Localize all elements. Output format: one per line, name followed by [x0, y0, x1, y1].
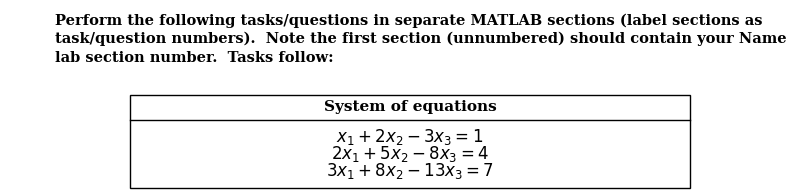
- Text: $x_1 + 2x_2 - 3x_3 = 1$: $x_1 + 2x_2 - 3x_3 = 1$: [337, 127, 483, 147]
- Text: Perform the following tasks/questions in separate MATLAB sections (label section: Perform the following tasks/questions in…: [55, 14, 762, 28]
- Text: System of equations: System of equations: [324, 101, 496, 114]
- Text: lab section number.  Tasks follow:: lab section number. Tasks follow:: [55, 51, 333, 65]
- Text: task/question numbers).  Note the first section (unnumbered) should contain your: task/question numbers). Note the first s…: [55, 32, 790, 47]
- Text: $2x_1 + 5x_2 - 8x_3 = 4$: $2x_1 + 5x_2 - 8x_3 = 4$: [331, 144, 489, 164]
- Text: $3x_1 + 8x_2 - 13x_3 = 7$: $3x_1 + 8x_2 - 13x_3 = 7$: [326, 161, 494, 181]
- Bar: [130, 95, 690, 188]
